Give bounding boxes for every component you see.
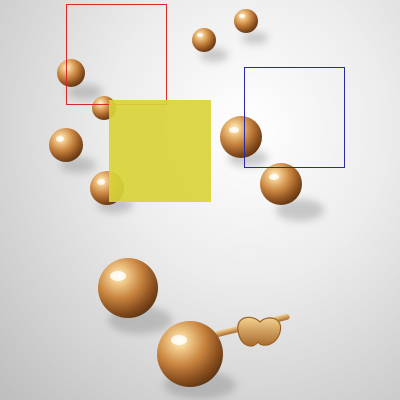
gold-ball <box>234 9 258 33</box>
gold-ball <box>260 163 302 205</box>
gold-ball <box>57 59 85 87</box>
gold-ball <box>157 321 223 387</box>
red-bounding-box <box>66 4 167 105</box>
gold-ball <box>192 28 216 52</box>
gold-ball <box>220 116 262 158</box>
gold-ball-small-group <box>49 9 302 205</box>
gold-ball <box>49 128 83 162</box>
yellow-patch <box>109 100 211 202</box>
gold-ball <box>98 258 158 318</box>
highlights <box>56 14 279 345</box>
earring-post <box>209 313 290 347</box>
blue-bounding-box <box>244 67 345 168</box>
